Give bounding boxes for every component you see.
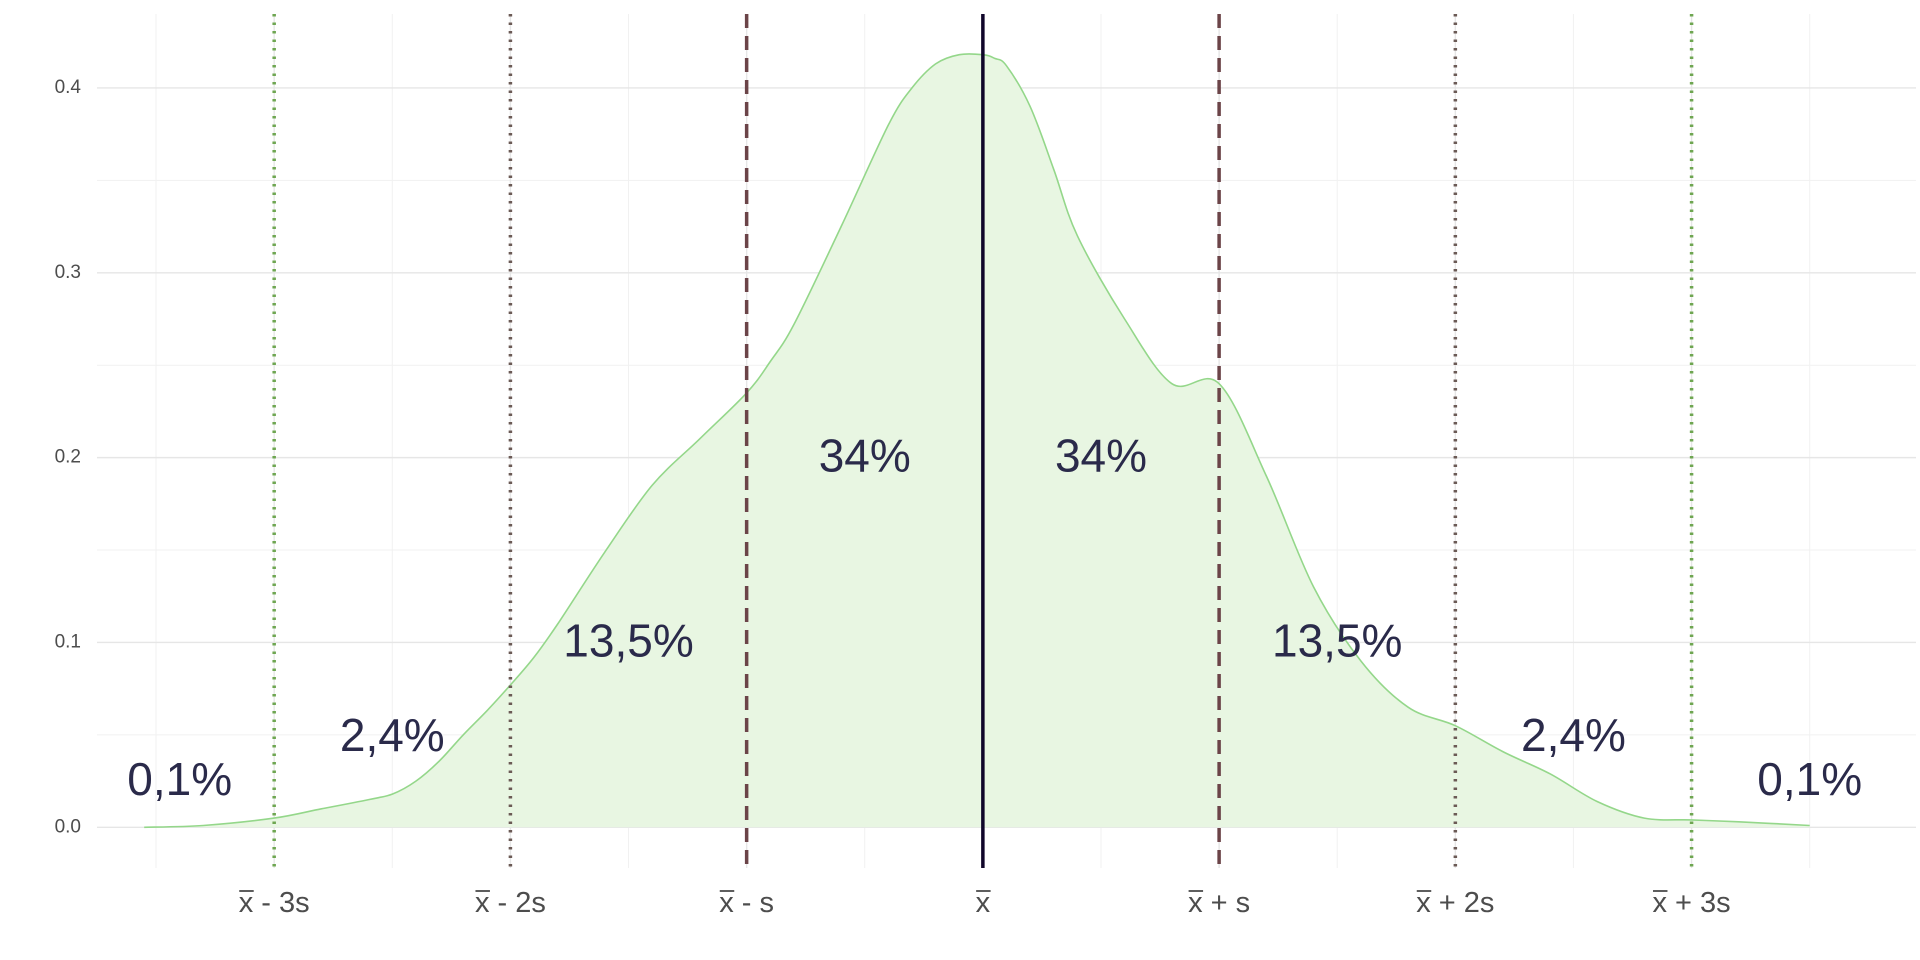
reference-lines [272,14,1694,868]
x-tick-label: x - s [719,887,774,919]
percentage-label: 0,1% [127,753,232,805]
y-axis: 0.0 0.1 0.2 0.3 0.4 [55,77,82,837]
x-tick-label: x [976,887,991,919]
x-tick-label: x + 3s [1652,887,1730,919]
x-tick-label: x + 2s [1416,887,1494,919]
percentage-annotations: 0,1% 2,4% 13,5% 34% 34% 13,5% 2,4% 0,1% [127,430,1862,805]
percentage-label: 2,4% [340,709,445,761]
percentage-label: 0,1% [1757,753,1862,805]
y-tick-label: 0.2 [55,447,81,468]
x-tick-label: x - 3s [239,887,310,919]
y-tick-label: 0.0 [55,816,81,837]
x-axis: x - 3s x - 2s x - s x x + s x + 2s x + 3s [239,887,1731,919]
y-tick-label: 0.1 [55,632,81,653]
percentage-label: 2,4% [1521,709,1626,761]
y-tick-label: 0.4 [55,77,82,98]
percentage-label: 34% [819,430,911,482]
x-tick-label: x + s [1188,887,1250,919]
density-curve-line [144,53,1810,829]
percentage-label: 13,5% [563,614,693,666]
density-area [144,53,1810,829]
density-fill [144,53,1810,828]
percentage-label: 13,5% [1272,614,1402,666]
percentage-label: 34% [1055,430,1147,482]
y-tick-label: 0.3 [55,262,81,283]
x-tick-label: x - 2s [475,887,546,919]
